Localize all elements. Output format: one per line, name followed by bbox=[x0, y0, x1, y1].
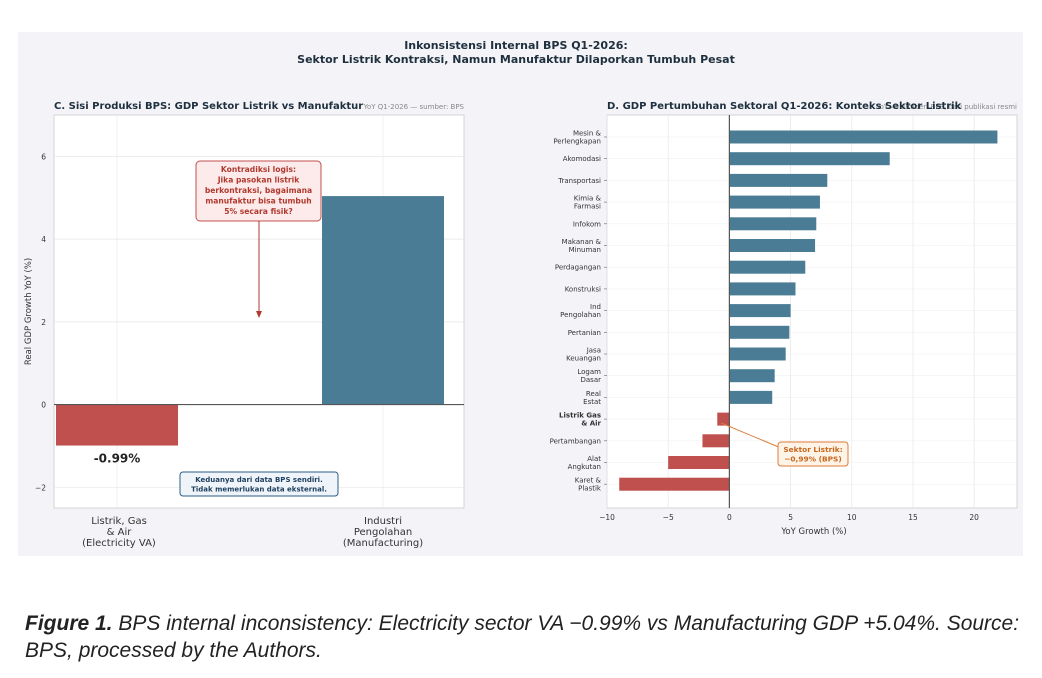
chart-d-bar bbox=[702, 434, 730, 448]
chart-d-category-label: Logam bbox=[577, 368, 601, 376]
chart-c-bar bbox=[322, 196, 444, 405]
chart-d-category-label: Angkutan bbox=[568, 463, 601, 471]
chart-d-category-label: Mesin & bbox=[573, 130, 602, 138]
chart-c-annotation-text: berkontraksi, bagaimana bbox=[205, 186, 312, 195]
chart-d-category-label: Akomodasi bbox=[563, 155, 601, 163]
chart-d-bar bbox=[729, 173, 828, 187]
chart-c-note-box bbox=[179, 471, 339, 497]
chart-d-category-label: Transportasi bbox=[557, 177, 601, 185]
chart-d-annotation-line bbox=[721, 422, 782, 449]
chart-d-category-label: Perlengkapan bbox=[553, 138, 601, 146]
chart-d-bar bbox=[729, 239, 816, 252]
chart-c-category-label: Listrik, Gas bbox=[91, 516, 147, 527]
chart-d-xtick-label: 10 bbox=[847, 513, 857, 522]
chart-d-category-label: Ind bbox=[590, 303, 601, 311]
chart-d-bar bbox=[668, 456, 730, 469]
chart-d-bar bbox=[729, 390, 773, 404]
chart-d-bar bbox=[729, 304, 791, 318]
chart-d-annotation-box bbox=[777, 441, 849, 467]
chart-c-subtitle: YoY Q1-2026 — sumber: BPS bbox=[363, 103, 465, 111]
chart-d-bar bbox=[729, 325, 790, 339]
chart-c-y-axis-label: Real GDP Growth YoY (%) bbox=[24, 258, 34, 365]
chart-d-category-label: Konstruksi bbox=[565, 285, 601, 293]
chart-d-bar bbox=[729, 130, 998, 144]
chart-d-annotation-text: Sektor Listrik: bbox=[783, 445, 842, 454]
chart-c-category-label: Pengolahan bbox=[354, 527, 412, 538]
chart-d-category-label: Plastik bbox=[578, 485, 602, 493]
chart-d-subtitle: YoY — sumber: BPS, dari publikasi resmi bbox=[875, 103, 1017, 111]
chart-c-annotation-arrowhead bbox=[256, 311, 262, 318]
chart-d-category-label: Kimia & bbox=[574, 195, 602, 203]
chart-d-annotation-text: −0,99% (BPS) bbox=[784, 455, 842, 464]
chart-c-annotation-text: manufaktur bisa tumbuh bbox=[205, 197, 311, 206]
chart-d-category-label: Pertanian bbox=[568, 329, 601, 337]
chart-d-category-label: Farmasi bbox=[574, 203, 601, 211]
chart-c-ytick-label: 2 bbox=[41, 318, 46, 327]
chart-d-bar bbox=[729, 347, 786, 361]
chart-c-ytick-label: 0 bbox=[41, 401, 46, 410]
caption-label: Figure 1. bbox=[25, 612, 113, 635]
chart-c: −2 0 2 4 6 -0.99% Listrik, Gas& Air(Electricit… bbox=[24, 114, 465, 549]
chart-d-bar bbox=[729, 260, 806, 274]
chart-c-category-label: & Air bbox=[107, 527, 133, 538]
chart-c-note-text: Keduanya dari data BPS sendiri. bbox=[195, 476, 323, 484]
chart-d-x-axis-label: YoY Growth (%) bbox=[780, 527, 846, 537]
chart-c-category-label: Industri bbox=[364, 516, 402, 527]
chart-d-category-label: Estat bbox=[583, 398, 601, 406]
chart-c-annotation-text: 5% secara fisik? bbox=[224, 207, 293, 216]
figure-caption: Figure 1. BPS internal inconsistency: El… bbox=[25, 610, 1025, 664]
chart-d-category-label: Perdagangan bbox=[555, 264, 601, 272]
chart-d-category-label: Keuangan bbox=[566, 355, 601, 363]
chart-d-category-label: Karet & bbox=[575, 477, 602, 485]
chart-c-value-label: -0.99% bbox=[94, 452, 141, 466]
chart-d-category-label: Pertambangan bbox=[550, 437, 601, 445]
chart-d-xtick-label: 0 bbox=[727, 513, 732, 522]
chart-d-title: D. GDP Pertumbuhan Sektoral Q1-2026: Kon… bbox=[607, 101, 962, 112]
chart-c-title: C. Sisi Produksi BPS: GDP Sektor Listrik… bbox=[54, 101, 363, 112]
chart-c-annotation-text: Kontradiksi logis: bbox=[221, 165, 296, 174]
figure-panel: Inkonsistensi Internal BPS Q1-2026: Sekt… bbox=[18, 32, 1023, 556]
chart-c-ytick-label: −2 bbox=[35, 483, 46, 492]
chart-d-category-label: Real bbox=[586, 390, 601, 398]
chart-d-xtick-label: −5 bbox=[663, 513, 674, 522]
chart-d-category-label: Jasa bbox=[586, 347, 601, 355]
chart-d-xtick-label: 15 bbox=[908, 513, 918, 522]
chart-d-bar bbox=[729, 152, 890, 166]
chart-c-ytick-label: 4 bbox=[41, 235, 46, 244]
chart-d-xtick-label: −10 bbox=[599, 513, 615, 522]
figure-suptitle-line2: Sektor Listrik Kontraksi, Namun Manufakt… bbox=[297, 53, 735, 66]
chart-d-bar bbox=[619, 477, 730, 491]
chart-d-category-label: Minuman bbox=[569, 246, 601, 254]
chart-c-bar bbox=[56, 404, 178, 446]
chart-d-category-label: & Air bbox=[581, 420, 601, 428]
chart-c-note-text: Tidak memerlukan data eksternal. bbox=[191, 486, 327, 494]
chart-d-category-label: Pengolahan bbox=[560, 311, 601, 319]
chart-d-bar bbox=[729, 195, 820, 209]
chart-c-ytick-label: 6 bbox=[41, 152, 46, 161]
chart-d-category-label: Makanan & bbox=[562, 238, 602, 246]
chart-c-category-label: (Manufacturing) bbox=[343, 538, 423, 549]
chart-d-xtick-label: 5 bbox=[788, 513, 793, 522]
figure-suptitle-line1: Inkonsistensi Internal BPS Q1-2026: bbox=[404, 39, 628, 52]
chart-d-category-label: Dasar bbox=[581, 376, 602, 384]
chart-c-category-label: (Electricity VA) bbox=[82, 538, 156, 549]
chart-d: −10 −5 0 5 10 15 20 Mesin &Perlengkapan Akomodas… bbox=[550, 114, 1018, 537]
chart-d-category-label: Alat bbox=[587, 455, 601, 463]
caption-text: BPS internal inconsistency: Electricity … bbox=[25, 612, 1020, 662]
chart-d-bar bbox=[729, 369, 775, 383]
chart-c-annotation-text: Jika pasokan listrik bbox=[217, 176, 300, 185]
chart-d-category-label: Infokom bbox=[573, 220, 601, 228]
chart-d-bar bbox=[717, 412, 730, 426]
chart-d-bar bbox=[729, 282, 796, 296]
chart-d-xtick-label: 20 bbox=[969, 513, 979, 522]
chart-d-bar bbox=[729, 217, 817, 231]
figure-svg: Inkonsistensi Internal BPS Q1-2026: Sekt… bbox=[24, 39, 1018, 549]
chart-d-category-label: Listrik Gas bbox=[559, 412, 601, 420]
